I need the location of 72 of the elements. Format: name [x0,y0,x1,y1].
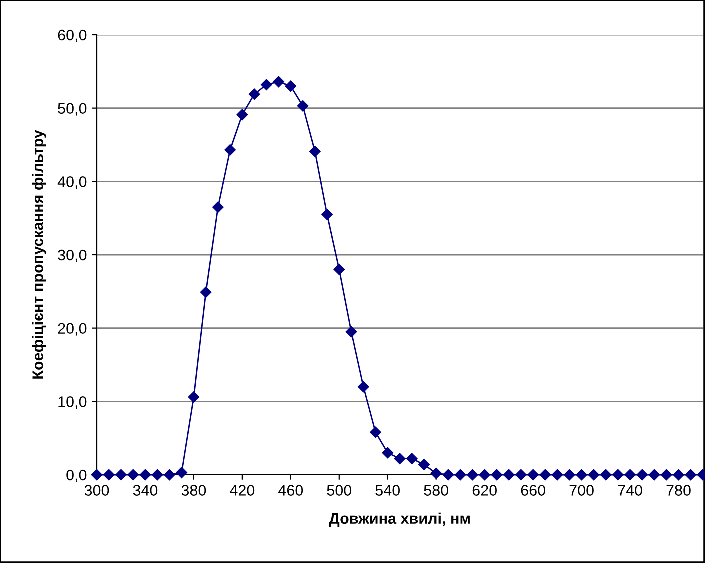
point [540,469,552,481]
y-tick-label: 60,0 [58,30,87,42]
point [273,76,284,88]
point [430,468,442,480]
point [358,381,370,393]
point [612,469,624,481]
x-tick-label: 340 [133,485,158,496]
point [673,469,684,481]
y-tick-label: 10,0 [58,396,87,410]
point [528,469,539,481]
y-tick-label: 40,0 [58,176,87,190]
x-tick-label: 660 [521,485,546,496]
point [576,469,588,481]
x-tick-label: 380 [182,485,206,496]
x-tick-label: 420 [230,485,255,496]
point [648,469,660,481]
point [624,469,636,481]
x-tick-label: 300 [84,485,110,496]
point [454,469,466,481]
point [91,469,103,481]
point [116,469,127,481]
y-tick-label: 30,0 [58,250,87,262]
point [564,469,576,481]
y-tick-label: 0,0 [66,470,87,482]
point [394,453,406,464]
point [200,286,212,298]
x-tick-label: 780 [666,485,691,496]
x-tick-label: 700 [570,485,594,496]
point [285,80,297,92]
point [261,79,272,90]
x-tick-label: 460 [278,485,304,496]
point [600,469,612,481]
point [322,209,333,220]
point [588,469,600,481]
point [636,469,648,481]
point [442,469,454,481]
point [140,469,152,481]
x-tick-label: 740 [618,485,642,496]
point [479,469,490,481]
point [552,469,564,481]
y-axis-title: Коефіцієнт пропускання фільтру [32,130,46,379]
point [104,469,115,481]
point [224,144,236,156]
point [236,109,248,121]
point [152,469,164,481]
x-tick-label: 580 [424,485,449,496]
point [370,426,382,438]
point [188,392,200,403]
point [176,467,188,478]
point [503,469,515,481]
x-tick-label: 540 [376,485,400,496]
point [418,459,430,470]
x-tick-label: 500 [327,485,352,496]
point [661,469,672,481]
point [164,469,176,481]
point [334,264,346,276]
x-axis-title: Довжина хвилі, нм [329,512,470,527]
point [467,469,478,481]
point [297,100,309,112]
y-tick-label: 50,0 [58,103,87,116]
y-tick-label: 20,0 [58,323,87,336]
point [310,146,321,158]
point [406,453,418,464]
point [516,469,527,481]
point [491,469,503,481]
point [382,447,394,459]
point [346,326,358,338]
point [212,202,224,213]
x-tick-label: 620 [472,485,497,496]
point [248,88,260,100]
point [685,469,696,481]
point [128,469,139,481]
